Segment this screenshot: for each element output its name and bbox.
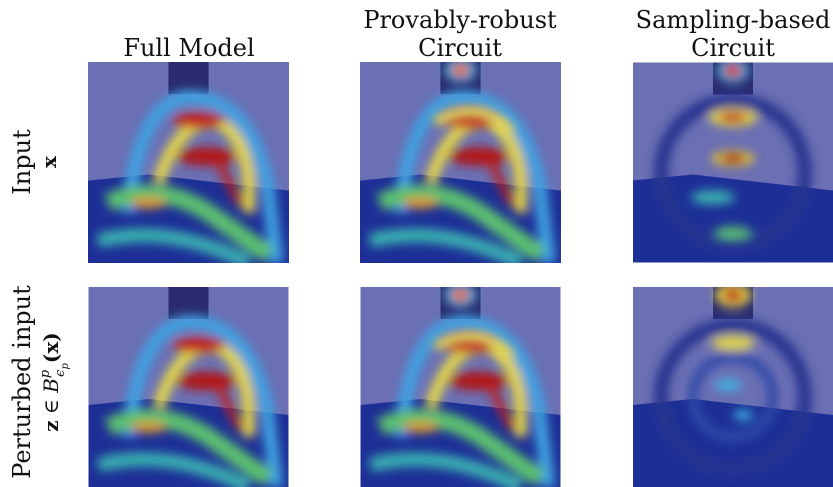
title-line: Sampling-based xyxy=(636,6,831,34)
math-arg: (x) xyxy=(39,332,63,363)
row-math: z ∈ Bpϵp(x) xyxy=(38,332,71,431)
row-label-text: Perturbed input xyxy=(8,285,36,479)
row-label-text: Input xyxy=(8,129,36,195)
title-line: Circuit xyxy=(418,34,502,62)
title-line: Provably-robust xyxy=(363,6,557,34)
title-line: Full Model xyxy=(123,34,254,62)
page: Full Model Provably-robust Circuit Sampl… xyxy=(0,0,833,487)
figure: Full Model Provably-robust Circuit Sampl… xyxy=(0,0,833,487)
math-rel: ∈ xyxy=(39,393,63,421)
heatmap-image xyxy=(361,283,561,487)
heatmap-image xyxy=(633,283,833,487)
heatmap-image xyxy=(89,287,289,487)
math-var: z xyxy=(39,420,63,431)
row-label: Perturbed input z ∈ Bpϵp(x) xyxy=(8,285,71,479)
row-label: Input x xyxy=(8,129,61,195)
math-sup: p xyxy=(38,369,53,378)
heatmap-image xyxy=(88,62,289,263)
column-title: Full Model Provably-robust Circuit Sampl… xyxy=(123,6,830,62)
heatmap-image xyxy=(633,59,833,263)
heatmap-image xyxy=(360,58,561,263)
title-line: Circuit xyxy=(691,34,775,62)
math-set: B xyxy=(39,378,63,394)
row-math: x xyxy=(37,155,61,168)
